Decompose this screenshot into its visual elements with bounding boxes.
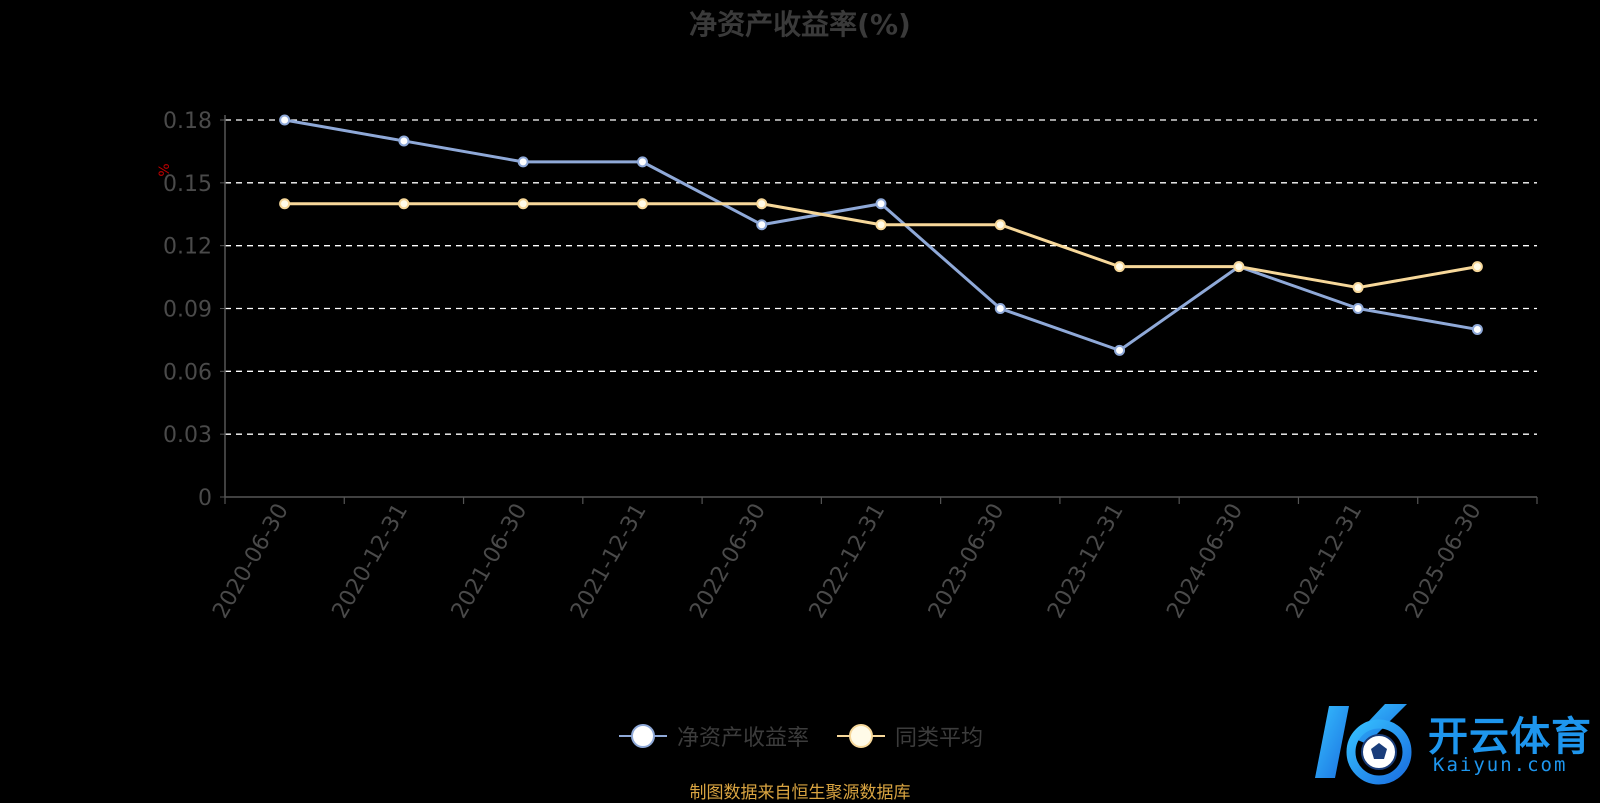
series-0-point [994,303,1006,314]
x-tick-label: 2023-12-31 [1043,500,1129,623]
legend-item-roe[interactable]: 净资产收益率 [617,720,809,752]
grid-lines [225,119,1537,435]
logo-text-cn: 开云体育 [1428,714,1592,760]
tick-labels: 0 0.03 0.06 0.09 0.12 0.15 0.18% 2020-06-30 2020… [157,109,1487,623]
series-0-point [398,135,410,147]
y-tick-label: 0 [198,486,212,511]
series-0-point [875,198,887,210]
x-tick-label: 2021-12-31 [566,500,652,623]
y-axis-unit-label: % [157,163,173,176]
series-1-point [756,198,768,210]
series-1-point [636,198,648,210]
series-0-point [1352,303,1364,314]
series-1-point [279,198,291,210]
legend-label-avg: 同类平均 [895,726,984,751]
series-1-point [398,198,410,210]
series-0-point [636,156,648,168]
series-1-point [994,219,1006,231]
legend-roe-marker-icon [618,724,667,748]
x-tick-label: 2022-06-30 [685,500,771,623]
series-0-point [756,219,768,231]
y-tick-label: 0.12 [163,235,212,260]
x-tick-label: 2025-06-30 [1401,500,1487,623]
source-note: 制图数据来自恒生聚源数据库 [689,783,911,803]
series-line-0 [284,118,1478,352]
x-tick-label: 2023-06-30 [924,500,1010,623]
series-0-point [1114,344,1126,356]
series-1-point [1471,261,1483,273]
series-0-point [1471,323,1483,335]
y-tick-label: 0.18 [163,109,212,134]
legend-item-avg[interactable]: 同类平均 [835,720,983,752]
series-0-point [279,114,291,126]
series-1-point [1352,282,1364,294]
y-tick-label: 0.15 [163,172,212,197]
x-tick-label: 2022-12-31 [805,500,891,623]
kaiyun-soccer-logo-icon [1315,704,1412,785]
y-tick-label: 0.09 [163,298,212,323]
brand-logo: 开云体育 Kaiyun.com [1315,698,1595,788]
series-line-1 [284,202,1478,290]
legend: 净资产收益率 同类平均 [0,720,1600,752]
x-tick-label: 2020-06-30 [208,500,294,623]
logo-text-en: Kaiyun.com [1433,754,1568,776]
chart-title: 净资产收益率(%) [689,8,911,41]
y-tick-label: 0.03 [163,423,212,448]
line-chart: 0 0.03 0.06 0.09 0.12 0.15 0.18% 2020-06-30 2020… [157,109,1538,623]
series-1-point [1114,261,1126,273]
series-0-point [517,156,529,168]
x-tick-label: 2024-12-31 [1282,500,1368,623]
x-tick-label: 2024-06-30 [1162,500,1248,623]
y-tick-label: 0.06 [163,360,212,385]
axes [220,115,1538,504]
series-1-point [1233,261,1245,273]
series-1-point [875,219,887,231]
series-lines [279,114,1483,356]
x-tick-label: 2020-12-31 [328,500,414,623]
series-1-point [517,198,529,210]
legend-label-roe: 净资产收益率 [676,726,809,751]
legend-avg-marker-icon [837,724,885,748]
x-tick-label: 2021-06-30 [447,500,533,623]
